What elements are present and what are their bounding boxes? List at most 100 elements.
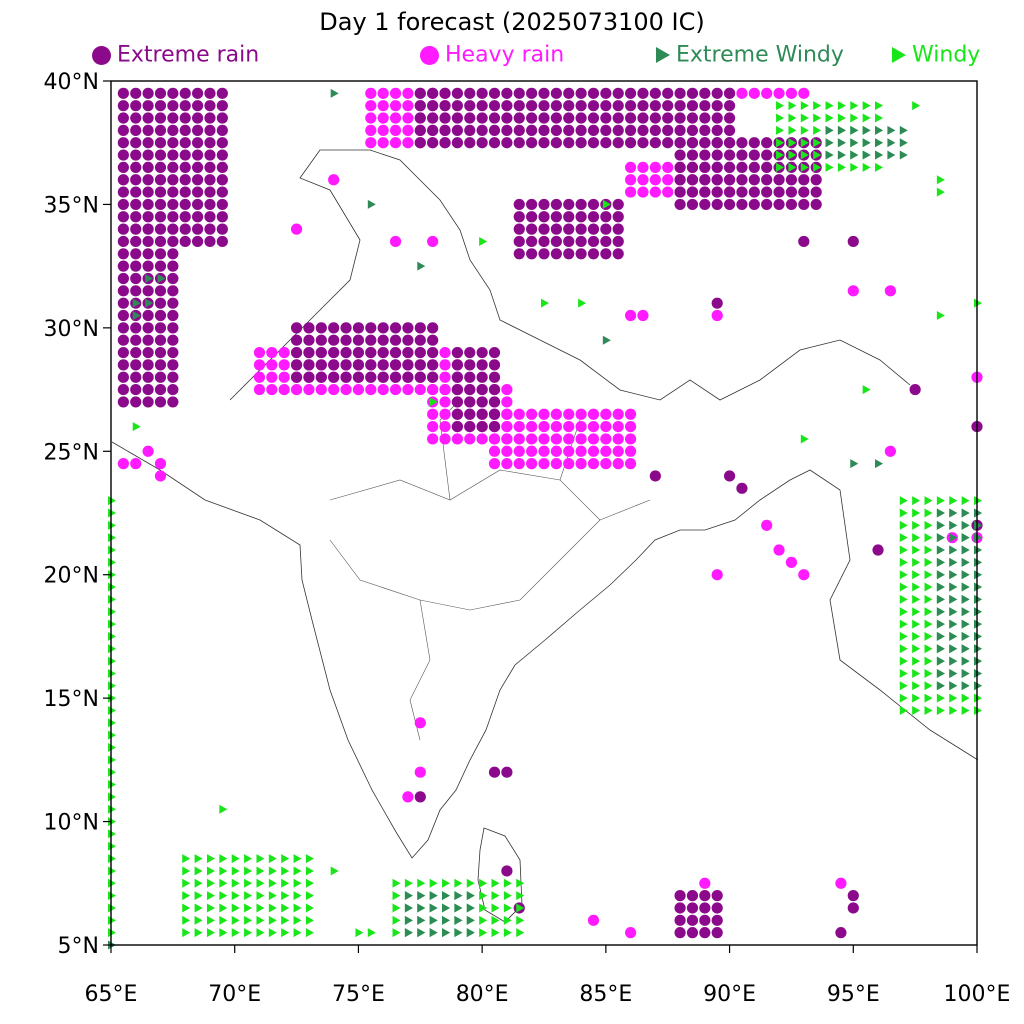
extreme-rain-marker — [167, 346, 179, 359]
windy-marker — [825, 113, 834, 123]
windy-marker — [108, 631, 116, 641]
extreme-rain-marker — [451, 137, 463, 149]
windy-marker — [912, 582, 921, 592]
extreme-rain-marker — [538, 248, 550, 260]
extreme-rain-marker — [142, 161, 154, 173]
extreme-rain-marker — [699, 902, 711, 914]
windy-marker — [442, 878, 451, 888]
x-tick-label: 65°E — [85, 982, 138, 1007]
windy-marker — [466, 878, 475, 888]
heavy-rain-marker — [587, 445, 600, 457]
extreme-rain-marker — [402, 371, 414, 383]
heavy-rain-marker — [563, 421, 575, 433]
extreme-rain-marker — [464, 371, 476, 383]
y-tick-label: 25°N — [44, 440, 99, 465]
extreme-rain-marker — [637, 100, 649, 112]
heavy-rain-marker — [575, 458, 587, 470]
extreme-rain-marker — [488, 124, 501, 136]
extreme-rain-marker — [130, 186, 142, 198]
extreme-rain-marker — [476, 396, 488, 408]
windy-marker — [293, 891, 302, 901]
windy-marker — [837, 101, 846, 111]
extreme-windy-marker — [961, 533, 970, 543]
extreme-rain-marker — [723, 112, 736, 124]
extreme-rain-marker — [550, 87, 562, 99]
extreme-windy-marker — [974, 619, 982, 629]
windy-marker — [936, 705, 945, 715]
extreme-rain-marker — [117, 223, 129, 235]
extreme-windy-marker — [936, 582, 945, 592]
extreme-windy-marker — [949, 656, 958, 666]
heavy-rain-marker — [439, 371, 451, 383]
extreme-rain-marker — [501, 124, 513, 136]
extreme-rain-marker — [377, 359, 389, 371]
windy-marker — [924, 656, 933, 666]
heavy-rain-marker — [773, 544, 785, 556]
extreme-rain-marker — [538, 235, 550, 248]
windy-marker — [912, 533, 921, 543]
extreme-rain-marker — [167, 223, 179, 235]
extreme-rain-marker — [847, 235, 859, 248]
triangle-icon — [892, 47, 906, 63]
extreme-rain-marker — [142, 100, 154, 112]
extreme-rain-marker — [179, 211, 191, 223]
extreme-windy-marker — [961, 545, 970, 555]
heavy-rain-marker — [340, 383, 352, 396]
heavy-rain-marker — [253, 371, 266, 383]
extreme-windy-marker — [936, 619, 945, 629]
windy-marker — [924, 533, 933, 543]
extreme-rain-marker — [785, 186, 798, 198]
extreme-rain-marker — [192, 112, 204, 124]
extreme-rain-marker — [117, 371, 129, 383]
windy-marker — [108, 718, 116, 728]
heavy-rain-marker — [389, 100, 402, 112]
heavy-rain-marker — [365, 100, 377, 112]
extreme-rain-marker — [451, 371, 463, 383]
extreme-rain-marker — [575, 124, 587, 136]
extreme-rain-marker — [130, 235, 142, 248]
extreme-rain-marker — [538, 137, 550, 149]
extreme-rain-marker — [600, 223, 612, 235]
windy-marker — [194, 854, 203, 864]
extreme-windy-marker — [974, 533, 982, 543]
windy-marker — [367, 928, 376, 938]
windy-marker — [602, 199, 611, 209]
windy-marker — [924, 619, 933, 629]
extreme-rain-marker — [575, 223, 587, 235]
heavy-rain-marker — [154, 470, 167, 482]
extreme-rain-marker — [513, 87, 525, 99]
extreme-rain-marker — [179, 161, 191, 173]
extreme-rain-marker — [216, 174, 228, 186]
extreme-rain-marker — [142, 124, 154, 136]
heavy-rain-marker — [501, 383, 513, 396]
heavy-rain-marker — [278, 383, 290, 396]
windy-marker — [293, 866, 302, 876]
extreme-rain-marker — [204, 211, 216, 223]
windy-marker — [293, 854, 302, 864]
extreme-rain-marker — [179, 174, 191, 186]
extreme-rain-marker — [451, 359, 463, 371]
extreme-rain-marker — [464, 359, 476, 371]
heavy-rain-marker — [278, 346, 290, 359]
extreme-rain-marker — [686, 112, 699, 124]
extreme-windy-marker — [949, 570, 958, 580]
windy-marker — [899, 705, 908, 715]
extreme-windy-marker — [949, 533, 958, 543]
extreme-rain-marker — [154, 396, 167, 408]
triangle-icon — [656, 47, 670, 63]
windy-marker — [924, 681, 933, 691]
extreme-rain-marker — [117, 124, 129, 136]
heavy-rain-marker — [625, 421, 637, 433]
extreme-rain-marker — [587, 198, 600, 211]
extreme-rain-marker — [773, 198, 785, 211]
extreme-rain-marker — [625, 100, 637, 112]
y-tick-label: 40°N — [44, 70, 99, 95]
heavy-rain-marker — [600, 458, 612, 470]
extreme-rain-marker — [686, 890, 699, 902]
extreme-windy-marker — [936, 533, 945, 543]
legend-item-windy: Windy — [892, 42, 980, 68]
heavy-rain-marker — [637, 186, 649, 198]
extreme-windy-marker — [974, 594, 982, 604]
extreme-rain-marker — [563, 124, 575, 136]
extreme-windy-marker — [825, 125, 834, 135]
